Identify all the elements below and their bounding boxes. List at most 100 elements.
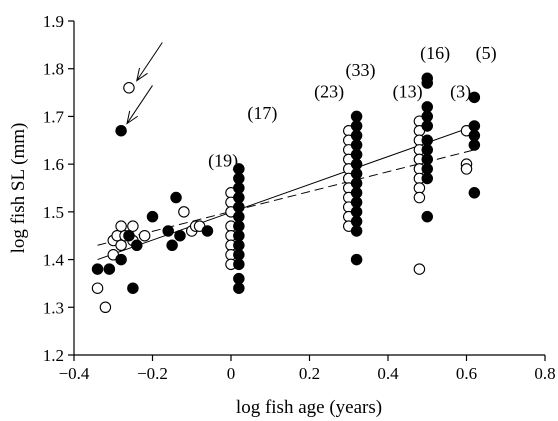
filled-data-point <box>131 239 143 252</box>
sample-count-label: (3) <box>450 81 471 102</box>
y-tick-label: 1.5 <box>43 203 64 222</box>
x-tick-label: 0.6 <box>456 364 477 383</box>
x-axis-label: log fish age (years) <box>236 397 382 418</box>
filled-data-point <box>91 263 104 275</box>
sample-count-label: (13) <box>393 81 423 102</box>
sample-count-label: (5) <box>476 43 497 64</box>
sample-size-labels: (19) (17) (23)(33) (13) (16)(3)(5) <box>208 43 496 171</box>
filled-data-point <box>350 148 363 161</box>
open-data-point <box>413 191 426 204</box>
sample-count-label: (19) <box>208 151 238 172</box>
filled-data-point <box>421 172 433 185</box>
x-tick-label: −0.2 <box>137 364 168 383</box>
arrow-shaft <box>136 42 163 81</box>
filled-data-point <box>350 120 363 132</box>
filled-data-point <box>146 210 159 223</box>
y-tick-label: 1.3 <box>43 298 64 317</box>
filled-data-point <box>233 258 245 271</box>
y-tick-label: 1.9 <box>43 12 64 31</box>
annotation-arrows <box>126 42 163 125</box>
filled-data-point <box>350 225 363 237</box>
filled-data-point <box>233 249 245 261</box>
filled-data-point <box>421 110 433 123</box>
sample-count-label: (16) <box>420 43 450 64</box>
filled-data-point <box>421 144 433 156</box>
filled-data-point <box>233 191 245 204</box>
x-tick-label: 0.8 <box>534 364 555 383</box>
open-data-point <box>413 182 426 194</box>
filled-data-point <box>468 139 481 151</box>
filled-data-point <box>421 163 433 175</box>
x-tick-label: 0 <box>227 364 236 383</box>
filled-data-point <box>233 282 245 294</box>
filled-data-point <box>350 253 363 266</box>
arrow-head <box>136 67 148 82</box>
sample-count-label: (23) <box>314 81 344 102</box>
x-tick-label: 0.4 <box>377 364 399 383</box>
filled-data-point <box>350 206 363 218</box>
y-axis-label: log fish SL (mm) <box>8 123 29 254</box>
open-data-point <box>460 163 473 175</box>
filled-data-point <box>233 229 245 242</box>
filled-data-point <box>468 187 481 199</box>
arrow-shaft <box>126 85 153 124</box>
filled-data-point <box>421 210 433 223</box>
open-data-point <box>413 263 426 275</box>
filled-data-point <box>421 77 433 89</box>
open-points-series <box>91 82 473 314</box>
y-tick-label: 1.8 <box>43 60 64 79</box>
filled-data-point <box>421 153 433 166</box>
filled-data-point <box>233 220 245 232</box>
y-tick-label: 1.2 <box>43 346 64 365</box>
open-data-point <box>127 220 139 232</box>
filled-data-point <box>166 239 178 252</box>
open-data-point <box>115 239 127 252</box>
filled-data-point <box>233 182 245 194</box>
filled-data-point <box>174 229 186 242</box>
filled-data-point <box>233 272 245 285</box>
filled-data-point <box>170 191 182 204</box>
regression-lines <box>97 125 475 261</box>
filled-data-point <box>201 225 214 237</box>
filled-data-point <box>233 172 245 185</box>
filled-data-point <box>350 196 363 209</box>
x-tick-label: 0.2 <box>299 364 320 383</box>
arrow-head <box>126 110 138 125</box>
filled-data-point <box>103 263 116 275</box>
filled-data-point <box>468 120 481 132</box>
open-data-point <box>115 220 127 232</box>
open-data-point <box>178 206 190 218</box>
filled-data-point <box>115 124 127 137</box>
filled-data-point <box>421 101 433 113</box>
filled-data-point <box>468 129 481 142</box>
open-data-point <box>138 229 151 242</box>
x-ticks: −0.4 −0.2 0 0.2 0.4 0.6 0.8 <box>59 355 556 383</box>
filled-data-point <box>350 139 363 151</box>
open-data-point <box>123 82 135 94</box>
open-data-point <box>91 282 104 294</box>
solid-regression-line <box>97 125 475 261</box>
filled-data-point <box>233 210 245 223</box>
open-data-point <box>99 301 112 314</box>
y-tick-label: 1.7 <box>43 107 65 126</box>
filled-points-series <box>91 72 481 294</box>
filled-data-point <box>468 91 481 104</box>
filled-data-point <box>350 167 363 180</box>
filled-data-point <box>350 129 363 142</box>
dashed-regression-line <box>97 149 475 246</box>
y-tick-label: 1.6 <box>43 155 64 174</box>
filled-data-point <box>421 120 433 132</box>
filled-data-point <box>233 239 245 252</box>
y-tick-label: 1.4 <box>43 251 65 270</box>
filled-data-point <box>421 134 433 147</box>
x-tick-label: −0.4 <box>59 364 90 383</box>
filled-data-point <box>350 110 363 123</box>
filled-data-point <box>350 177 363 189</box>
filled-data-point <box>233 201 245 213</box>
filled-data-point <box>350 187 363 199</box>
filled-data-point <box>123 229 135 242</box>
sample-count-label: (17) <box>247 103 277 124</box>
y-ticks: 1.2 1.3 1.4 1.5 1.6 1.7 1.8 1.9 <box>43 12 74 365</box>
filled-data-point <box>162 225 174 237</box>
filled-data-point <box>115 253 127 266</box>
